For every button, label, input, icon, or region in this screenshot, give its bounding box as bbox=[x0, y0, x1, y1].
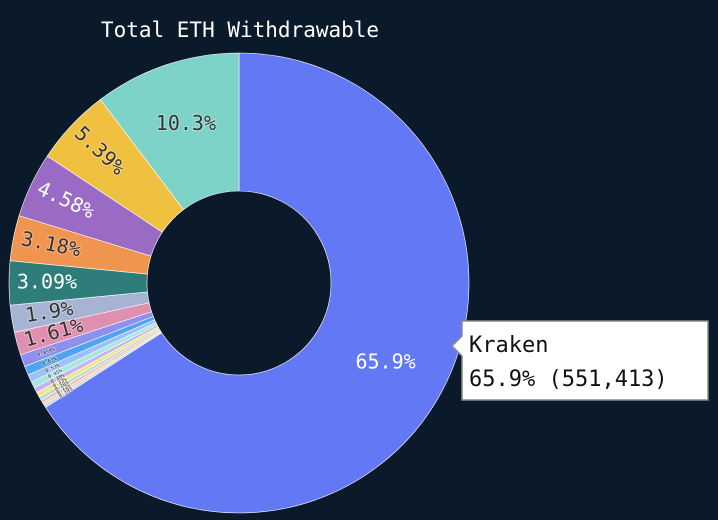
tooltip-text: 65.9% (551,413) bbox=[469, 367, 668, 392]
slices bbox=[8, 52, 470, 514]
slice bbox=[45, 52, 470, 514]
slice-label: 65.9% bbox=[355, 349, 415, 373]
slice bbox=[99, 52, 240, 211]
tooltip-name: Kraken bbox=[469, 333, 548, 358]
slice-label: 3.09% bbox=[17, 269, 77, 293]
chart-title: Total ETH Withdrawable bbox=[101, 18, 379, 42]
tooltip-box bbox=[450, 320, 709, 401]
slice-label: 10.3% bbox=[156, 111, 216, 135]
tooltip: Kraken 65.9% (551,413) bbox=[450, 320, 709, 401]
